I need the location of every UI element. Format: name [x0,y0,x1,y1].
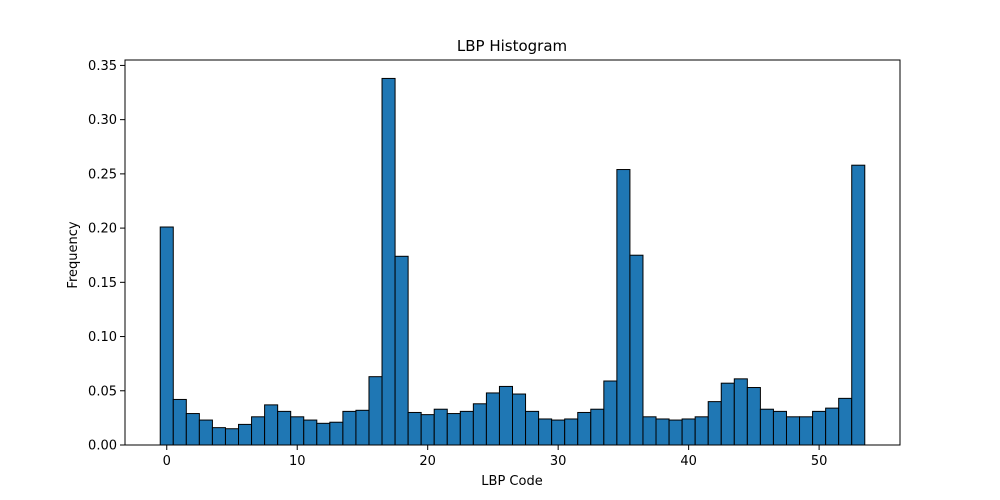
histogram-bar-10 [290,416,305,446]
histogram-bar-52 [838,397,853,446]
x-tick-label: 0 [163,454,171,469]
histogram-bar-32 [577,411,592,446]
y-tick-label: 0.00 [88,439,117,454]
histogram-bar-37 [642,416,657,446]
histogram-bar-24 [472,403,487,446]
histogram-bar-42 [707,401,722,446]
histogram-bar-46 [759,408,774,446]
histogram-bar-25 [485,392,500,446]
y-tick-label: 0.35 [88,59,117,74]
histogram-bar-0 [159,226,174,446]
y-tick-label: 0.15 [88,276,117,291]
x-tick-label: 50 [811,454,828,469]
histogram-bar-51 [825,407,840,446]
histogram-bar-48 [785,416,801,446]
histogram-bar-11 [303,419,318,446]
histogram-bar-2 [185,413,200,446]
histogram-bar-5 [224,428,240,446]
histogram-bar-15 [355,409,370,446]
histogram-bar-8 [264,404,279,446]
y-axis-label: Frequency [66,221,81,288]
histogram-bar-50 [812,410,827,446]
histogram-bar-27 [512,393,527,446]
histogram-bar-21 [433,408,448,446]
histogram-bar-12 [316,422,331,446]
plot-frame [124,59,901,446]
histogram-bar-26 [498,385,513,446]
x-tick-label: 40 [680,454,697,469]
x-tick-label: 30 [550,454,567,469]
y-tick-label: 0.25 [88,167,117,182]
histogram-bar-4 [211,427,226,446]
histogram-bar-14 [342,410,357,446]
histogram-bar-45 [746,387,761,446]
histogram-bar-23 [459,410,474,446]
y-tick-label: 0.05 [88,384,117,399]
histogram-bar-18 [394,255,409,446]
bars-group [159,77,866,446]
histogram-bar-34 [603,380,618,446]
histogram-bar-43 [720,382,735,446]
histogram-bar-39 [668,419,683,446]
histogram-bar-17 [381,77,396,446]
histogram-bar-13 [329,421,344,446]
histogram-bar-40 [681,418,696,446]
x-axis-ticks: 0 10 20 30 40 50 [163,445,828,469]
histogram-bar-31 [564,418,579,446]
histogram-bar-22 [446,413,461,446]
histogram-bar-53 [851,164,866,446]
histogram-bar-47 [772,410,787,446]
histogram-bar-33 [590,408,605,446]
histogram-bar-9 [277,410,292,446]
chart-title: LBP Histogram [457,37,567,55]
histogram-bar-38 [655,418,670,446]
histogram-bar-16 [368,376,383,446]
x-axis-label: LBP Code [481,474,542,489]
x-tick-label: 20 [419,454,436,469]
y-tick-label: 0.30 [88,113,117,128]
x-tick-label: 10 [289,454,306,469]
histogram-bar-36 [629,254,644,446]
histogram-bar-19 [407,411,422,446]
histogram-bar-7 [251,416,266,446]
y-tick-label: 0.20 [88,222,117,237]
histogram-bar-30 [551,419,566,446]
y-tick-label: 0.10 [88,330,117,345]
histogram-bar-49 [799,416,814,446]
histogram-bar-44 [733,378,748,446]
histogram-bar-1 [172,398,187,446]
histogram-bar-35 [616,169,631,446]
histogram-bar-3 [198,419,213,446]
histogram-bar-20 [420,414,435,446]
histogram-bar-6 [238,423,253,446]
histogram-bar-29 [538,418,553,446]
histogram-bar-41 [694,416,709,446]
histogram-bar-28 [525,410,540,446]
y-axis-ticks: 0.00 0.05 0.10 0.15 0.20 0.25 0.30 0.35 [88,59,125,454]
